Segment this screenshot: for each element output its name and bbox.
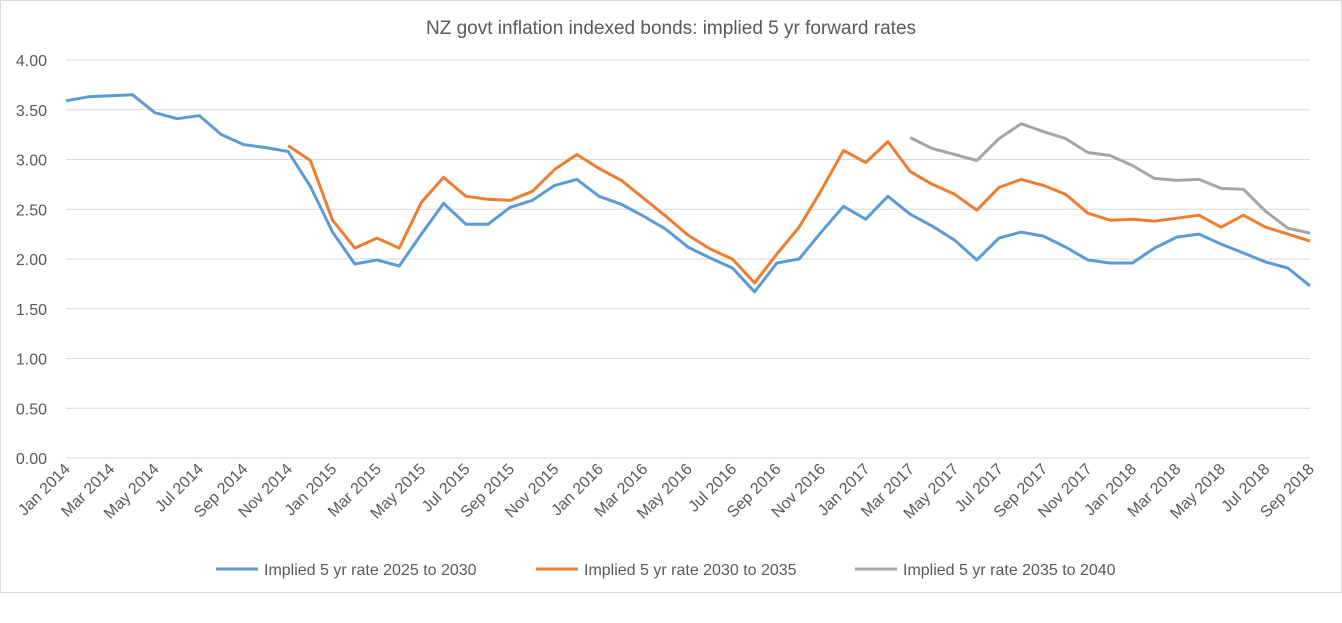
y-tick-label: 4.00 <box>16 53 47 70</box>
y-tick-label: 0.50 <box>16 401 47 418</box>
series-line-2 <box>287 140 1311 285</box>
y-tick-label: 1.00 <box>16 352 47 369</box>
legend-label: Implied 5 yr rate 2025 to 2030 <box>264 562 477 579</box>
series-line-3 <box>909 122 1311 235</box>
y-tick-label: 1.50 <box>16 302 47 319</box>
y-tick-label: 3.50 <box>16 103 47 120</box>
y-tick-label: 0.00 <box>16 451 47 468</box>
legend-label: Implied 5 yr rate 2035 to 2040 <box>903 562 1116 579</box>
chart-title: NZ govt inflation indexed bonds: implied… <box>426 18 916 39</box>
series-line-1 <box>65 93 1311 294</box>
y-tick-label: 2.00 <box>16 252 47 269</box>
y-tick-label: 2.50 <box>16 202 47 219</box>
y-tick-label: 3.00 <box>16 153 47 170</box>
legend-label: Implied 5 yr rate 2030 to 2035 <box>584 562 797 579</box>
